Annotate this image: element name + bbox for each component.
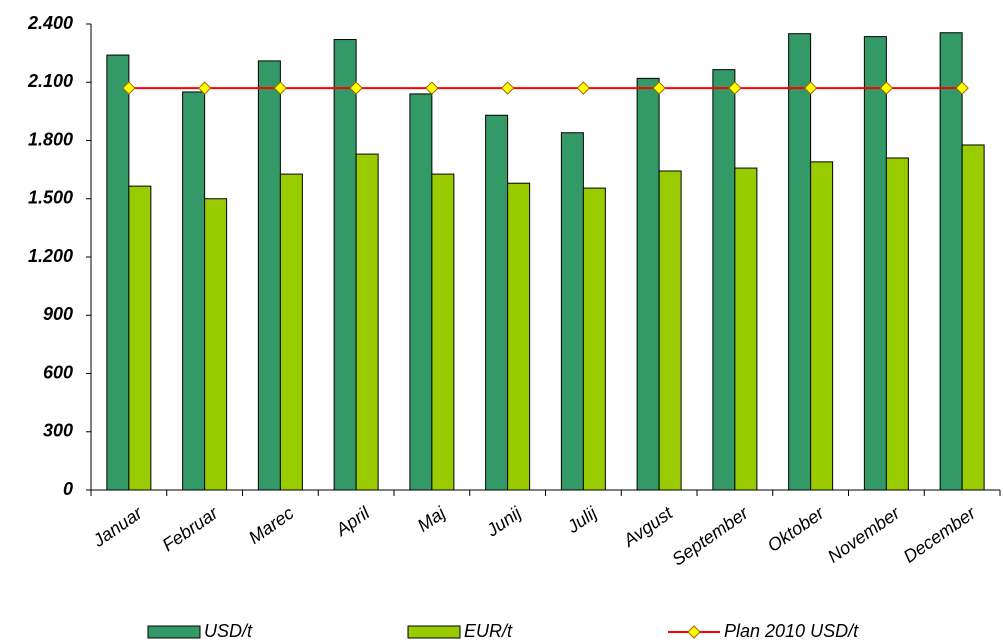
bar (560, 132, 584, 491)
x-tick-label: Avgust (619, 502, 677, 551)
x-tick-label: Maj (414, 502, 450, 536)
bar (712, 69, 736, 491)
bar (182, 91, 206, 491)
bar (863, 36, 887, 491)
marker (273, 81, 288, 95)
bar (106, 54, 130, 491)
x-tick-label: November (824, 502, 904, 567)
marker (728, 81, 742, 95)
legend-marker (687, 625, 701, 639)
x-tick-label: April (331, 502, 374, 540)
marker (425, 81, 439, 95)
legend-label: EUR/t (464, 621, 513, 641)
x-tick-label: Januar (89, 502, 147, 551)
bar (582, 187, 606, 491)
bar (355, 153, 379, 491)
marker (122, 81, 136, 95)
legend-swatch (407, 625, 461, 639)
bar (333, 39, 357, 491)
x-tick-label: September (668, 502, 752, 569)
y-tick-label: 1.200 (28, 246, 73, 266)
bar (409, 93, 433, 491)
bar (788, 33, 812, 491)
y-tick-label: 1.800 (28, 129, 73, 149)
legend-swatch (147, 625, 201, 639)
bar (885, 157, 909, 491)
marker (576, 81, 591, 95)
bar (128, 185, 152, 491)
x-tick-label: Oktober (764, 502, 829, 556)
marker (879, 81, 894, 95)
y-tick-label: 600 (43, 362, 73, 382)
marker (349, 81, 363, 95)
legend-label: USD/t (204, 621, 253, 641)
bar (810, 161, 834, 491)
bar (257, 60, 281, 491)
marker (197, 81, 212, 95)
bar (485, 114, 509, 491)
bar (204, 198, 228, 491)
y-tick-label: 2.100 (27, 71, 73, 91)
bar (431, 173, 455, 491)
legend-label: Plan 2010 USD/t (724, 621, 859, 641)
y-tick-label: 900 (43, 304, 73, 324)
marker (955, 81, 969, 95)
x-tick-label: December (900, 502, 980, 567)
y-tick-label: 300 (43, 421, 73, 441)
y-tick-label: 0 (63, 479, 73, 499)
bar (961, 144, 985, 491)
x-tick-label: Februar (159, 502, 223, 555)
marker (652, 81, 666, 95)
bar (507, 182, 531, 491)
y-tick-label: 1.500 (28, 188, 73, 208)
bar (939, 32, 963, 491)
marker (500, 81, 515, 95)
bar (636, 77, 660, 491)
x-tick-label: Junij (482, 502, 525, 541)
marker (803, 81, 818, 95)
y-tick-label: 2.400 (27, 13, 73, 33)
bar (734, 167, 758, 491)
bar (279, 173, 303, 491)
x-tick-label: Julij (563, 502, 602, 537)
x-tick-label: Marec (245, 503, 297, 548)
bar (658, 170, 682, 491)
